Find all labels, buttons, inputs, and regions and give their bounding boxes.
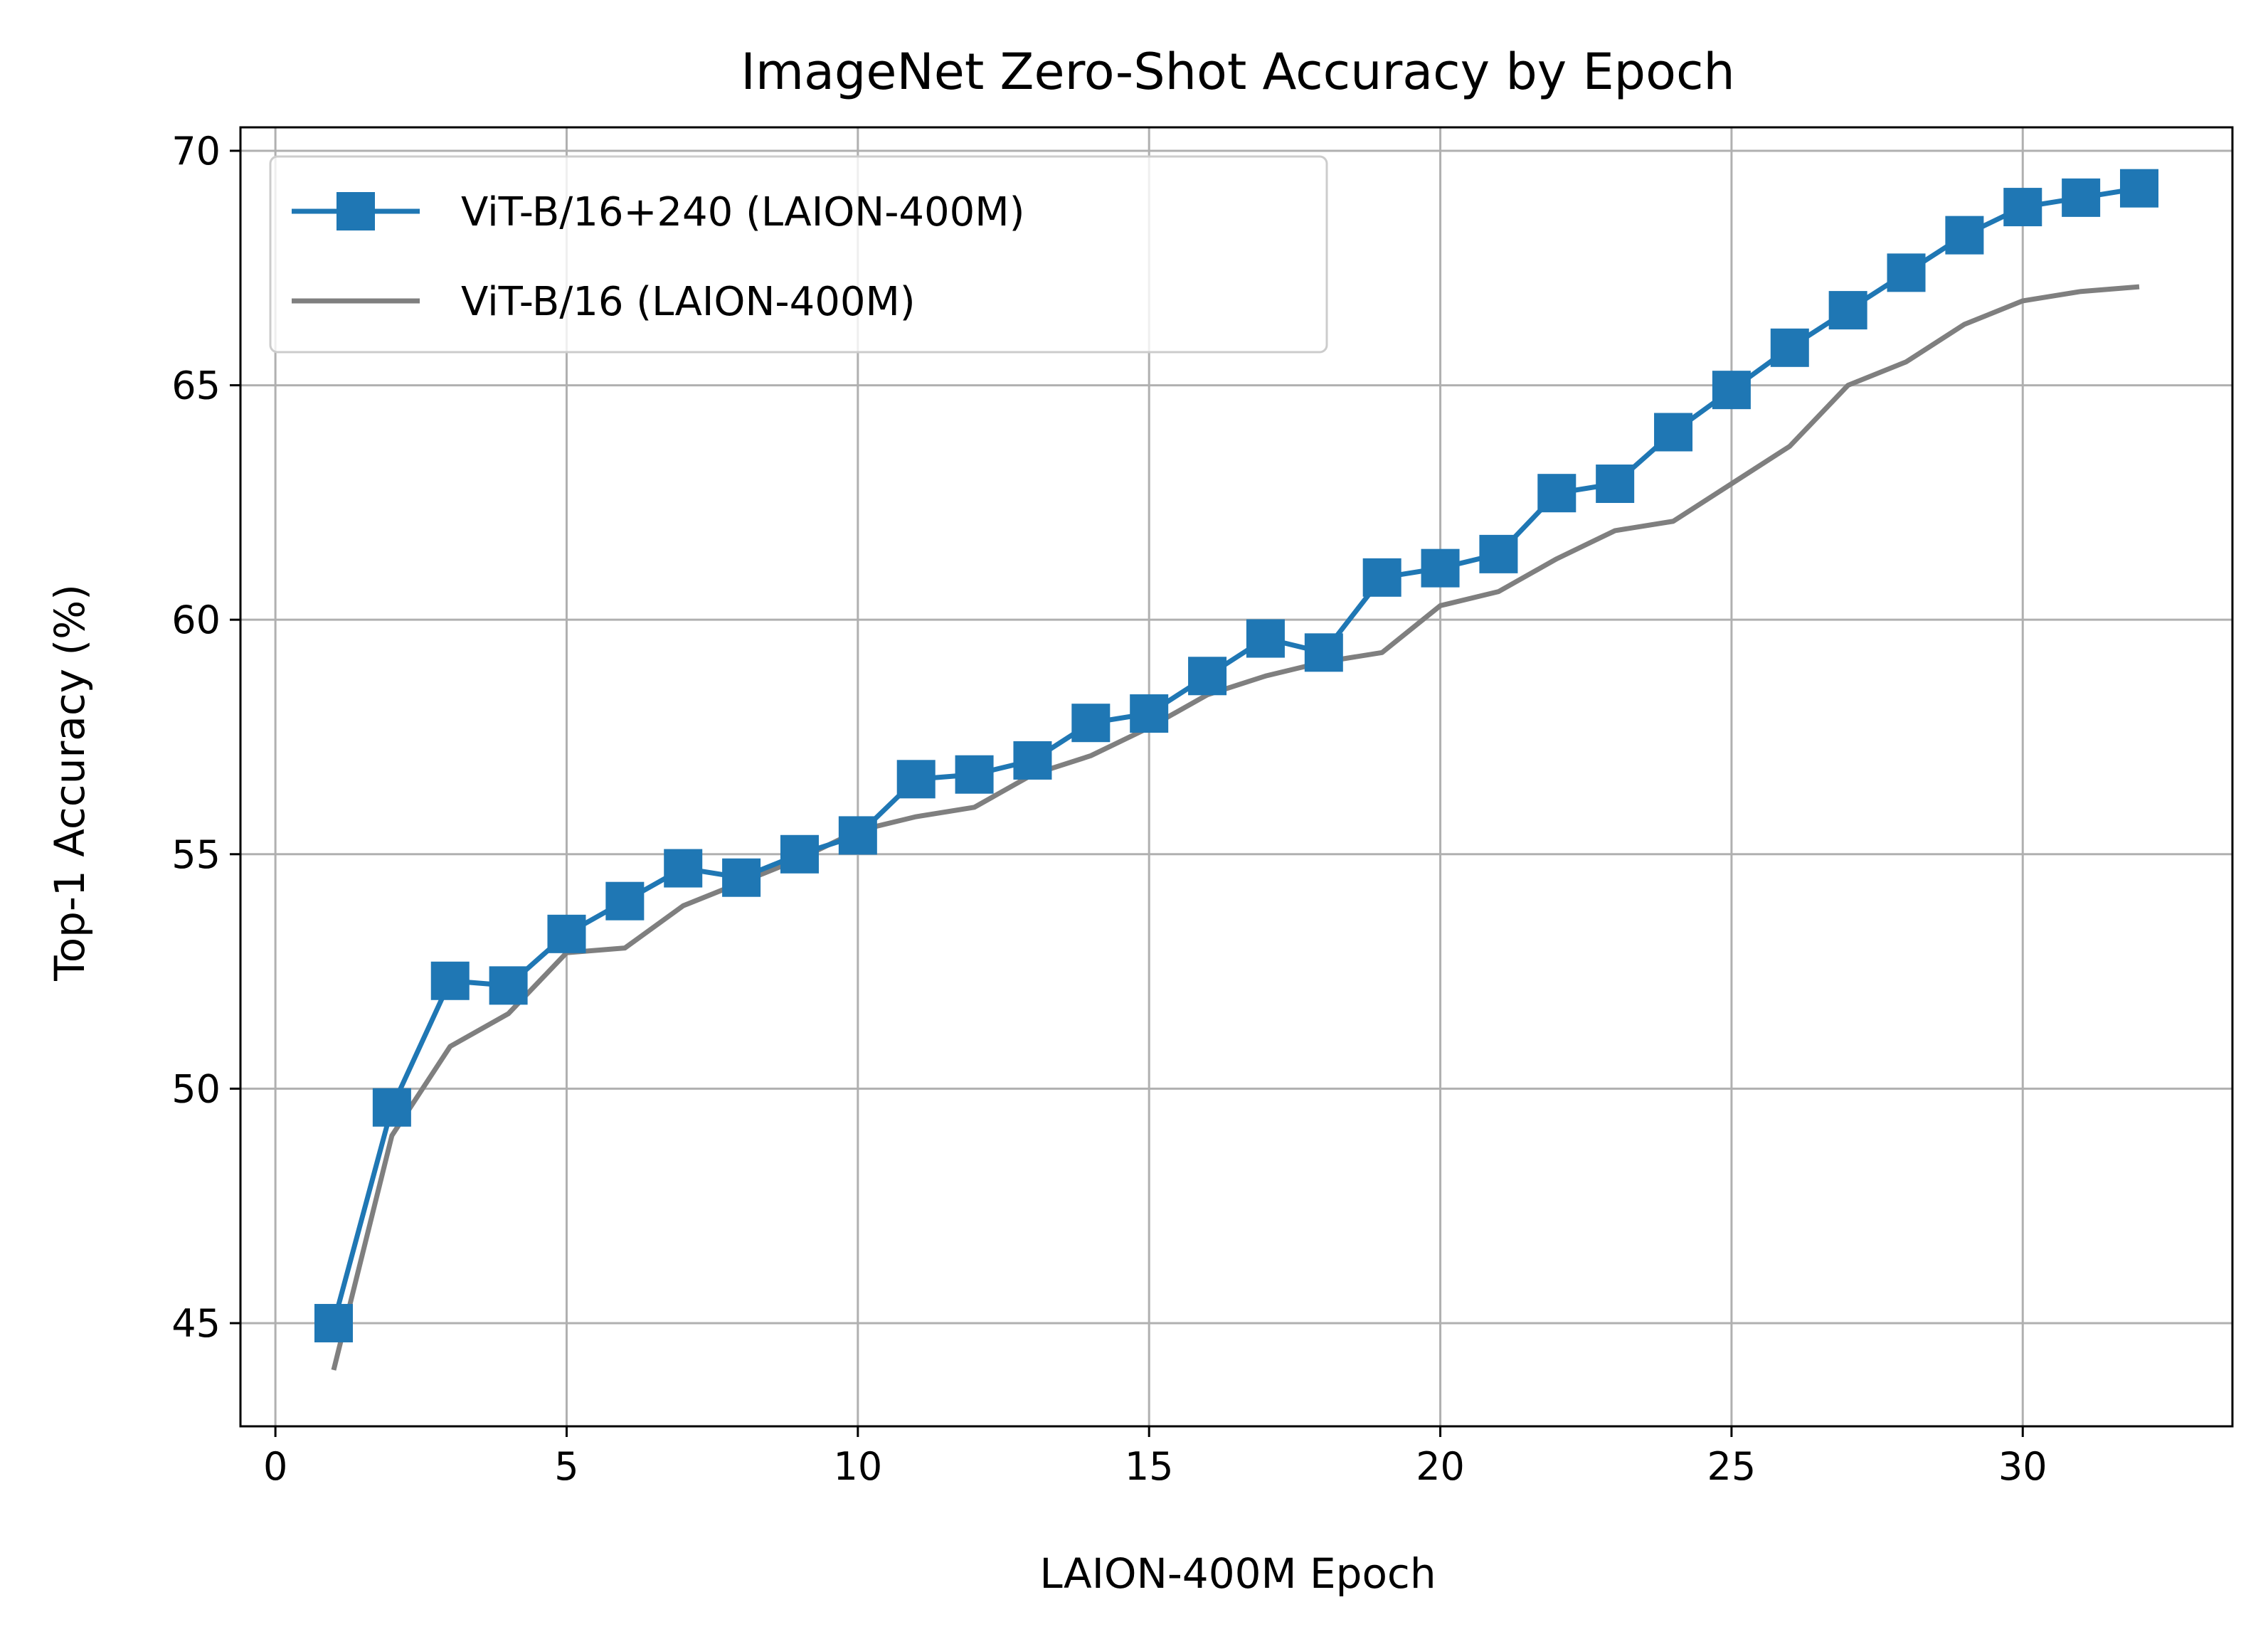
series-1-point (955, 755, 994, 794)
series-1-point (1712, 371, 1751, 410)
series-1-point (1130, 694, 1169, 733)
series-1-point (1770, 328, 1809, 367)
x-tick-label: 20 (1416, 1444, 1465, 1489)
x-axis-label: LAION-400M Epoch (1039, 1549, 1436, 1598)
series-1-point (489, 966, 528, 1005)
series-1-point (1421, 548, 1460, 588)
series-1-point (1828, 291, 1867, 330)
x-tick-label: 25 (1707, 1444, 1756, 1489)
y-tick-label: 55 (171, 832, 221, 877)
series-1-point (722, 858, 761, 897)
x-tick-label: 5 (554, 1444, 578, 1489)
series-1-point (1013, 741, 1052, 780)
legend-label-series-2: ViT-B/16 (LAION-400M) (461, 279, 916, 325)
series-1-point (1654, 413, 1693, 452)
series-1-point (372, 1088, 411, 1127)
series-1-point (1188, 657, 1227, 696)
series-1-point (1479, 534, 1518, 573)
series-1-point (547, 914, 586, 953)
legend-marker-series-1 (337, 192, 375, 230)
series-1-point (1945, 216, 1984, 255)
y-axis-label: Top-1 Accuracy (%) (46, 584, 94, 982)
series-1-point (838, 816, 877, 855)
y-tick-label: 45 (171, 1301, 221, 1346)
plot-frame (239, 126, 2234, 1428)
legend: ViT-B/16+240 (LAION-400M) ViT-B/16 (LAIO… (269, 155, 1328, 354)
series-1-point (1071, 704, 1111, 743)
series-1-point (896, 760, 936, 799)
legend-label-series-1: ViT-B/16+240 (LAION-400M) (461, 189, 1024, 235)
series-1-point (430, 961, 470, 1000)
series-1-point (314, 1303, 353, 1342)
series-1-point (1596, 464, 1635, 503)
y-tick-label: 50 (171, 1066, 221, 1111)
plot-series (314, 169, 2159, 1371)
axis-ticks: 0 5 10 15 20 25 30 45 50 55 60 65 70 (171, 129, 2047, 1489)
series-1-point (2003, 188, 2042, 227)
x-tick-label: 15 (1125, 1444, 1174, 1489)
y-tick-label: 70 (171, 129, 221, 174)
y-tick-label: 60 (171, 598, 221, 642)
legend-box (269, 155, 1328, 354)
series-1-point (1537, 474, 1577, 513)
series-1-point (780, 834, 819, 874)
series-1-point (1887, 253, 1926, 292)
series-1-point (1304, 633, 1343, 672)
series-2-line (331, 284, 2140, 1371)
x-tick-label: 30 (1998, 1444, 2047, 1489)
x-tick-label: 10 (833, 1444, 882, 1489)
series-1-point (2120, 169, 2159, 208)
series-1-point (1362, 558, 1401, 597)
x-tick-label: 0 (263, 1444, 287, 1489)
chart-title: ImageNet Zero-Shot Accuracy by Epoch (741, 43, 1735, 101)
y-tick-label: 65 (171, 364, 221, 408)
series-1-point (2062, 178, 2101, 217)
series-1-point (1246, 619, 1285, 658)
series-1-point (664, 849, 703, 888)
series-1-point (605, 881, 645, 921)
